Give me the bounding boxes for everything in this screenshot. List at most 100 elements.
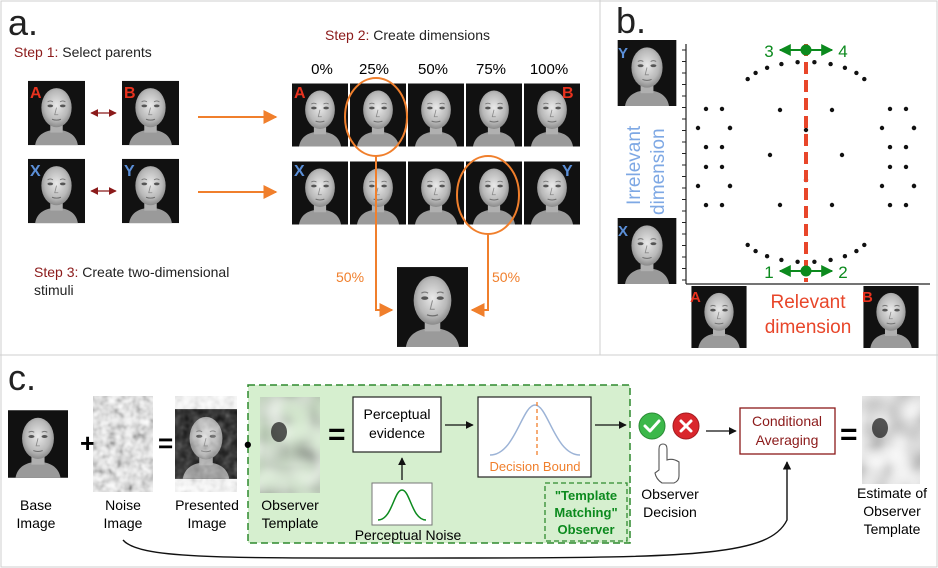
step2-text: Create dimensions: [369, 27, 490, 43]
label-2: 2: [838, 263, 847, 282]
parent-letter-x: X: [30, 163, 41, 180]
stimulus-dot: [767, 152, 773, 158]
morph-ab-75: [466, 82, 522, 148]
y-axis-ticks: [682, 49, 686, 281]
stimulus-dot: [839, 152, 845, 158]
stimulus-dot: [695, 183, 701, 189]
stimulus-dot: [703, 144, 709, 150]
stimulus-dot: [703, 164, 709, 170]
pct-0: 0%: [311, 61, 333, 78]
stimulus-dot: [795, 259, 800, 264]
observer-template-dark-blob: [271, 422, 287, 442]
step2-num: Step 2:: [325, 27, 369, 43]
step1-label: Step 1: Select parents: [14, 44, 152, 60]
template-label-1: Observer: [261, 497, 319, 513]
noise-image: [93, 396, 153, 492]
stimulus-dot: [727, 183, 733, 189]
stimulus-dot: [812, 259, 817, 264]
noise-image-label-2: Image: [104, 515, 143, 531]
combine-arrow-right: [470, 234, 489, 317]
base-image-label-2: Image: [17, 515, 56, 531]
parent-letter-y: Y: [124, 163, 135, 180]
template-matching-tag-box: [544, 482, 628, 542]
observer-template-image: [260, 397, 320, 493]
template-matching-line1: "Template: [555, 488, 617, 503]
stimulus-dot: [753, 248, 758, 254]
irrelevant-line1: Irrelevant: [624, 125, 645, 205]
axis-letter-x: X: [618, 223, 628, 240]
decision-bound-box: [477, 396, 592, 478]
estimate-line1: Estimate of: [857, 485, 927, 501]
irrelevant-line2: dimension: [648, 128, 669, 215]
pointing-hand-icon: [654, 443, 680, 484]
stimulus-dot: [903, 144, 909, 150]
correct-check-icon: [638, 412, 666, 440]
perceptual-noise-curve: [377, 489, 427, 521]
stimulus-dot: [764, 254, 770, 259]
check-mark-glyph: [643, 419, 661, 433]
stimulus-dot: [887, 144, 893, 150]
irrelevant-dimension-label: Irrelevant dimension: [624, 125, 669, 215]
stimulus-dot: [745, 242, 750, 248]
stimulus-dot: [719, 144, 725, 150]
stimulus-dot: [695, 125, 701, 131]
morph-xy-50: [408, 160, 464, 226]
stimulus-dot: [779, 257, 784, 263]
stimulus-dot: [829, 107, 835, 113]
stimulus-dot: [753, 70, 758, 76]
panel-b-label: b.: [616, 0, 646, 41]
morph-ab-25: [350, 82, 406, 148]
estimate-line2: Observer: [863, 503, 921, 519]
stimulus-dot: [803, 127, 809, 133]
stimulus-dot: [842, 254, 848, 259]
axis-letter-y: Y: [618, 45, 628, 62]
plus-sign: +: [80, 428, 95, 458]
step1-num: Step 1:: [14, 44, 58, 60]
row-xy-letter-x: X: [294, 163, 305, 180]
step3-label: Step 3: Create two-dimensional: [34, 264, 229, 280]
row-ab-letter-b: B: [562, 85, 574, 102]
noise-to-averaging-loop-arrow: [122, 461, 792, 559]
step3-num: Step 3:: [34, 264, 78, 280]
presented-label-1: Presented: [175, 497, 239, 513]
label-1: 1: [764, 263, 773, 282]
perceptual-noise-label: Perceptual Noise: [355, 527, 462, 543]
presented-image-noise-overlay: [175, 396, 237, 492]
conditional-line2: Averaging: [756, 432, 819, 448]
stimulus-dot: [879, 125, 885, 131]
template-matching-line3: Observer: [557, 522, 614, 537]
presented-label-2: Image: [188, 515, 227, 531]
base-image-label-1: Base: [20, 497, 52, 513]
stimulus-dot: [887, 106, 893, 112]
stimulus-dot: [719, 164, 725, 170]
step3-text: Create two-dimensional: [78, 264, 229, 280]
decision-bound-label: Decision Bound: [489, 459, 580, 474]
top-green-marker: [800, 44, 812, 56]
axis-letter-a: A: [690, 289, 701, 306]
perceptual-evidence-box: [352, 396, 442, 453]
equals-sign-2: =: [328, 418, 346, 451]
decision-bound-distribution: [489, 404, 581, 456]
step3-text-line2: stimuli: [34, 282, 74, 298]
stimulus-dot: [719, 106, 725, 112]
stimulus-dot: [911, 125, 917, 131]
stimulus-dot: [887, 202, 893, 208]
stimulus-dot: [862, 76, 867, 82]
perceptual-evidence-line2: evidence: [369, 425, 425, 441]
perceptual-evidence-line1: Perceptual: [364, 406, 431, 422]
axis-letter-b: B: [862, 289, 873, 306]
panel-a-label: a.: [8, 2, 38, 43]
stimulus-dot: [777, 107, 783, 113]
stimulus-dot: [842, 65, 848, 71]
label-4: 4: [838, 42, 847, 61]
stimulus-dot: [795, 60, 800, 65]
stimulus-dot: [703, 106, 709, 112]
observer-decision-line1: Observer: [641, 486, 699, 502]
base-image-face: [8, 409, 68, 479]
stimulus-dot: [854, 248, 859, 254]
stimulus-dot: [903, 164, 909, 170]
row-xy-letter-y: Y: [562, 163, 573, 180]
stimulus-dot: [862, 242, 867, 248]
